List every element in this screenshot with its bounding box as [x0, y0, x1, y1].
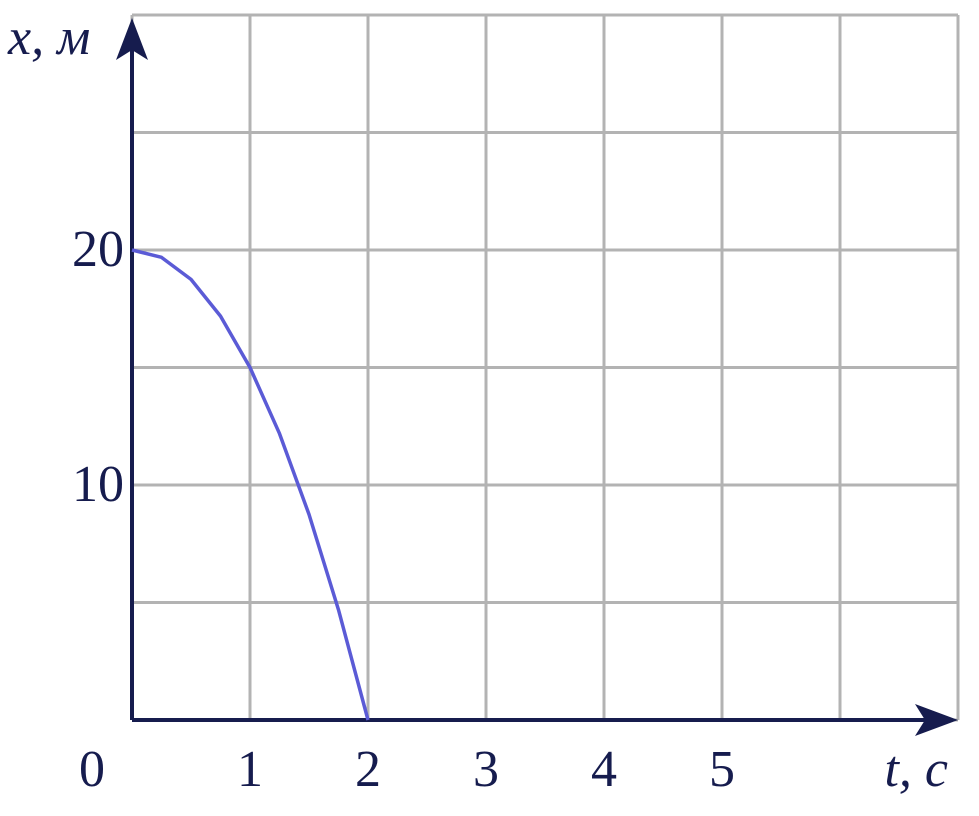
x-axis-label: t, с — [884, 741, 948, 798]
x-tick-label: 3 — [473, 741, 499, 798]
y-axis-arrow — [116, 18, 148, 60]
data-line — [131, 248, 370, 721]
y-axis-label: x, м — [7, 9, 90, 66]
y-tick-label: 10 — [72, 456, 124, 513]
x-tick-label: 1 — [237, 741, 263, 798]
x-tick-label: 0 — [79, 741, 105, 798]
y-tick-label: 20 — [72, 221, 124, 278]
x-tick-label: 5 — [709, 741, 735, 798]
x-tick-label: 2 — [355, 741, 381, 798]
x-tick-label: 4 — [591, 741, 617, 798]
x-axis-arrow — [915, 704, 958, 736]
